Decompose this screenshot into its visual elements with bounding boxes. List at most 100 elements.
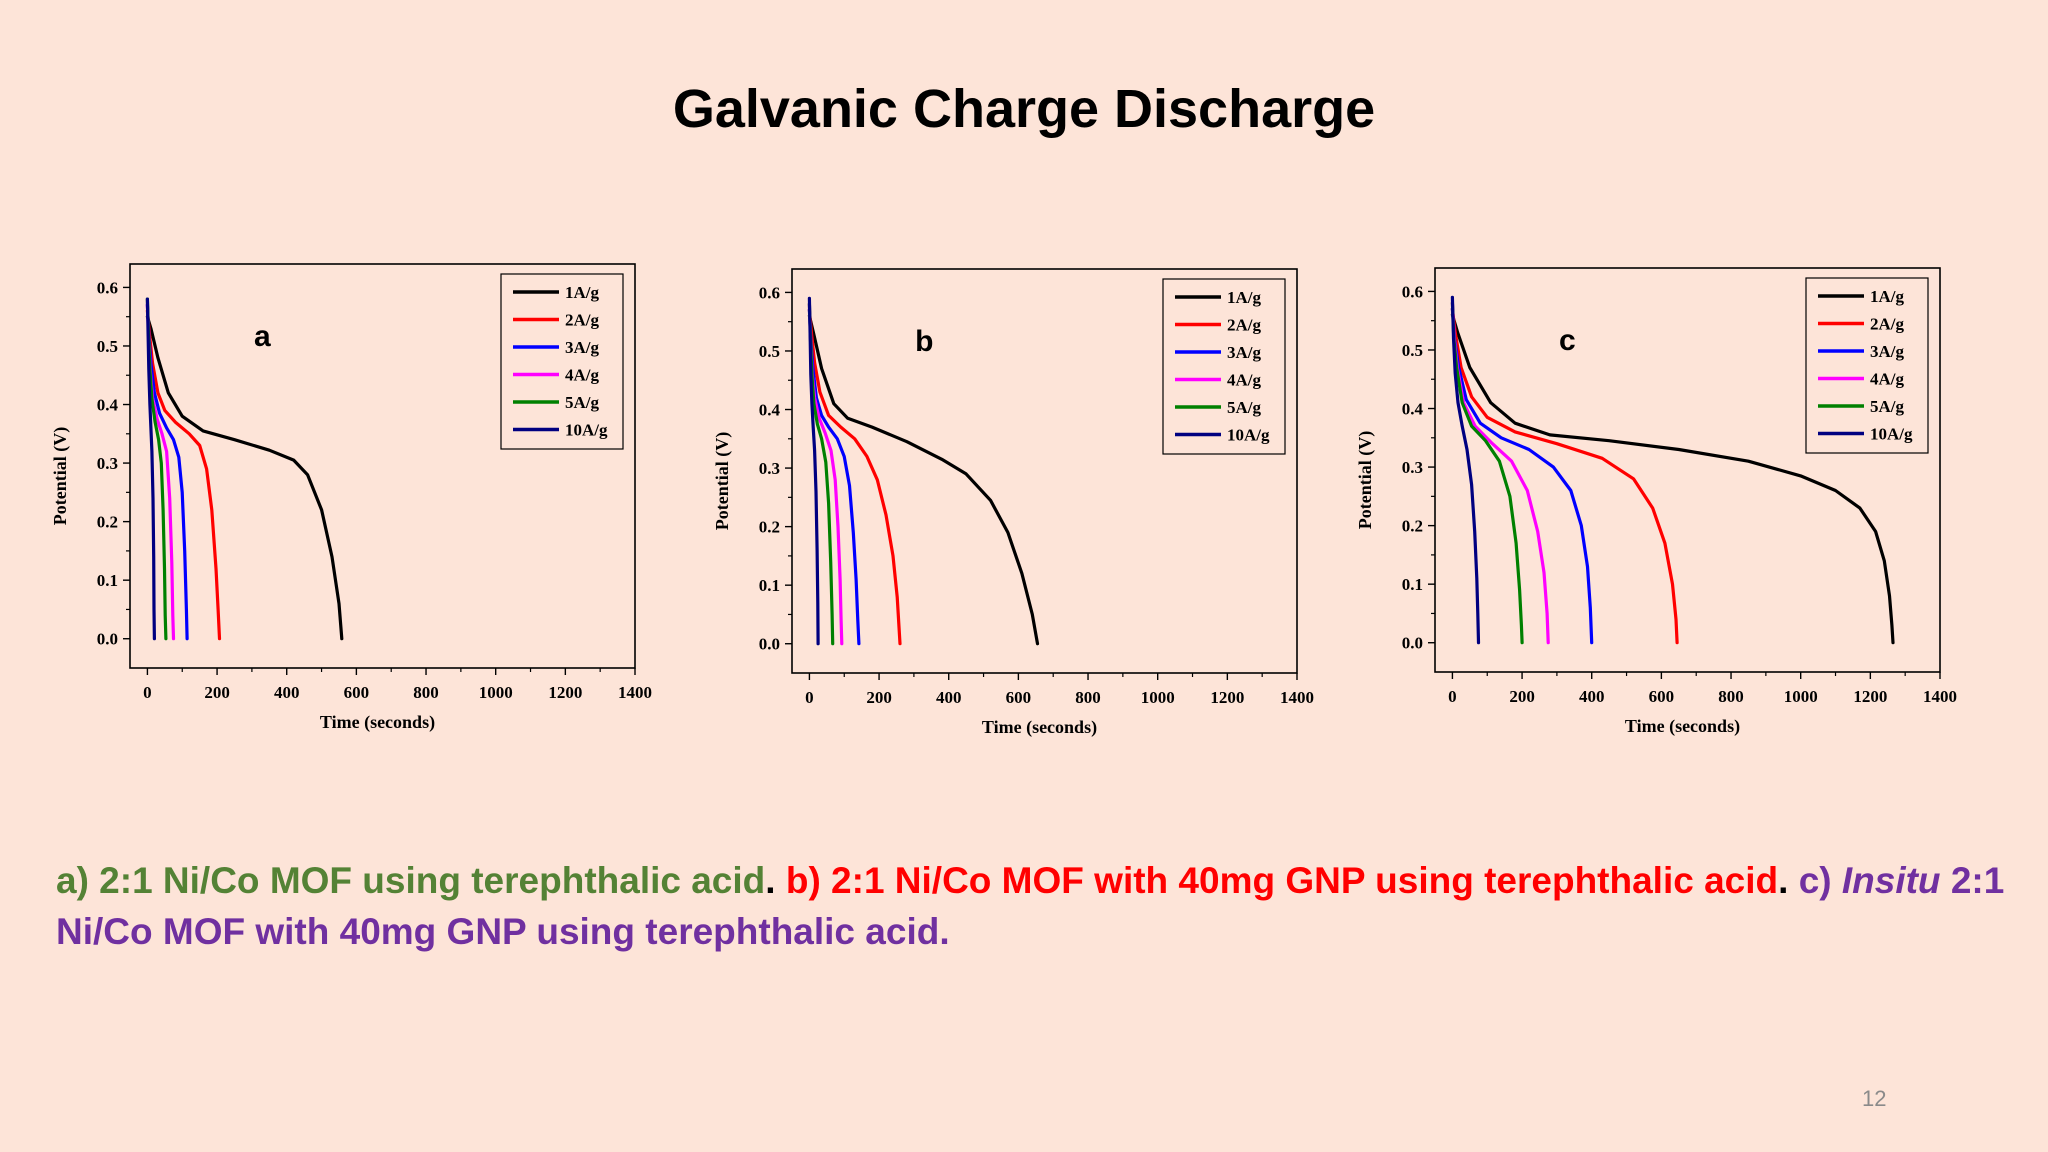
x-tick-label: 1400 <box>1280 688 1314 707</box>
x-tick-label: 1000 <box>1784 687 1818 706</box>
legend-label: 5A/g <box>565 393 600 412</box>
x-tick-label: 1200 <box>1210 688 1244 707</box>
legend-label: 2A/g <box>565 311 600 330</box>
x-axis-label: Time (seconds) <box>320 712 435 733</box>
series-line-2a-g <box>1450 307 1679 645</box>
legend-label: 3A/g <box>1870 342 1905 361</box>
y-tick-label: 0.2 <box>1402 517 1423 536</box>
y-tick-label: 0.3 <box>1402 458 1423 477</box>
plot-frame <box>791 268 1298 674</box>
y-tick-label: 0.5 <box>97 337 118 356</box>
legend-label: 2A/g <box>1870 315 1905 334</box>
y-tick-label: 0.3 <box>97 454 118 473</box>
x-tick-label: 800 <box>1718 687 1744 706</box>
y-tick-label: 0.0 <box>759 635 780 654</box>
x-tick-label: 600 <box>1649 687 1675 706</box>
x-tick-label: 400 <box>274 683 300 702</box>
x-axis-label: Time (seconds) <box>982 717 1097 738</box>
slide-number: 12 <box>1862 1086 1887 1111</box>
chart-b: 0 200 400 600 800 1000 1200 1400 0.0 0.1 0.2 0.3 0.4… <box>712 268 1314 738</box>
legend-label: 4A/g <box>1870 370 1905 389</box>
legend-label: 1A/g <box>1870 287 1905 306</box>
x-tick-label: 400 <box>936 688 962 707</box>
y-tick-label: 0.4 <box>1402 400 1424 419</box>
panel-label: b <box>915 325 933 358</box>
caption-c-italic: Insitu <box>1841 860 1941 901</box>
y-tick-label: 0.0 <box>1402 634 1423 653</box>
x-tick-label: 1200 <box>548 683 582 702</box>
legend-label: 1A/g <box>565 283 600 302</box>
x-tick-label: 0 <box>1448 687 1457 706</box>
plot-frame <box>1434 267 1941 673</box>
x-tick-label: 200 <box>1509 687 1535 706</box>
y-tick-label: 0.3 <box>759 459 780 478</box>
y-tick-label: 0.6 <box>1402 282 1423 301</box>
caption-a: a) 2:1 Ni/Co MOF using terephthalic acid <box>56 860 766 901</box>
chart-a: 0 200 400 600 800 1000 1200 1400 0.0 0.1 0.2 0.3 0.4… <box>50 263 652 733</box>
legend-label: 1A/g <box>1227 288 1262 307</box>
x-tick-label: 600 <box>344 683 370 702</box>
series-line-10a-g <box>1450 295 1481 645</box>
x-tick-label: 800 <box>1075 688 1101 707</box>
y-axis-label: Potential (V) <box>712 432 733 530</box>
legend-label: 10A/g <box>1870 425 1913 444</box>
x-tick-label: 1200 <box>1853 687 1887 706</box>
figure-caption: a) 2:1 Ni/Co MOF using terephthalic acid… <box>56 855 2036 957</box>
x-tick-label: 200 <box>866 688 892 707</box>
legend-label: 4A/g <box>565 366 600 385</box>
legend-box <box>1162 278 1286 455</box>
x-tick-label: 200 <box>204 683 230 702</box>
caption-c-prefix: c) <box>1798 860 1842 901</box>
caption-c: 2:1 Ni/Co MOF with 40mg GNP using tereph… <box>56 860 2005 952</box>
y-tick-label: 0.5 <box>1402 341 1423 360</box>
y-tick-label: 0.0 <box>97 630 118 649</box>
x-axis-label: Time (seconds) <box>1625 716 1740 737</box>
panel-label: c <box>1559 324 1576 357</box>
caption-separator: . <box>1778 860 1799 901</box>
legend-label: 5A/g <box>1227 398 1262 417</box>
legend-label: 5A/g <box>1870 397 1905 416</box>
y-tick-label: 0.4 <box>759 401 781 420</box>
legend-box <box>500 273 624 450</box>
series-line-1a-g <box>807 314 1040 646</box>
legend-label: 10A/g <box>565 421 608 440</box>
legend-label: 10A/g <box>1227 426 1270 445</box>
y-tick-label: 0.6 <box>97 278 118 297</box>
y-tick-label: 0.1 <box>759 576 780 595</box>
x-tick-label: 0 <box>805 688 814 707</box>
legend-label: 3A/g <box>565 338 600 357</box>
y-tick-label: 0.4 <box>97 396 119 415</box>
x-tick-label: 1000 <box>479 683 513 702</box>
caption-b: b) 2:1 Ni/Co MOF with 40mg GNP using ter… <box>785 860 1779 901</box>
legend-label: 4A/g <box>1227 371 1262 390</box>
series-line-1a-g <box>1450 313 1895 645</box>
legend-label: 2A/g <box>1227 316 1262 335</box>
series-line-10a-g <box>807 296 820 646</box>
chart-c: 0 200 400 600 800 1000 1200 1400 0.0 0.1 0.2 0.3 0.4… <box>1355 267 1957 737</box>
x-tick-label: 1400 <box>618 683 652 702</box>
y-axis-label: Potential (V) <box>1355 431 1376 529</box>
x-tick-label: 0 <box>143 683 152 702</box>
y-tick-label: 0.2 <box>759 518 780 537</box>
y-tick-label: 0.2 <box>97 513 118 532</box>
caption-separator: . <box>765 860 786 901</box>
series-line-1a-g <box>145 315 344 641</box>
legend-label: 3A/g <box>1227 343 1262 362</box>
x-tick-label: 600 <box>1006 688 1032 707</box>
y-tick-label: 0.1 <box>1402 575 1423 594</box>
y-tick-label: 0.1 <box>97 571 118 590</box>
y-tick-label: 0.6 <box>759 283 780 302</box>
x-tick-label: 400 <box>1579 687 1605 706</box>
x-tick-label: 800 <box>413 683 439 702</box>
plot-frame <box>129 263 636 669</box>
panel-label: a <box>254 320 271 353</box>
series-line-2a-g <box>807 308 902 646</box>
series-line-10a-g <box>145 297 156 641</box>
series-line-2a-g <box>145 309 222 641</box>
x-tick-label: 1000 <box>1141 688 1175 707</box>
y-axis-label: Potential (V) <box>50 427 71 525</box>
slide-title: Galvanic Charge Discharge <box>672 79 1376 139</box>
y-tick-label: 0.5 <box>759 342 780 361</box>
x-tick-label: 1400 <box>1923 687 1957 706</box>
series-line-3a-g <box>1450 307 1594 645</box>
